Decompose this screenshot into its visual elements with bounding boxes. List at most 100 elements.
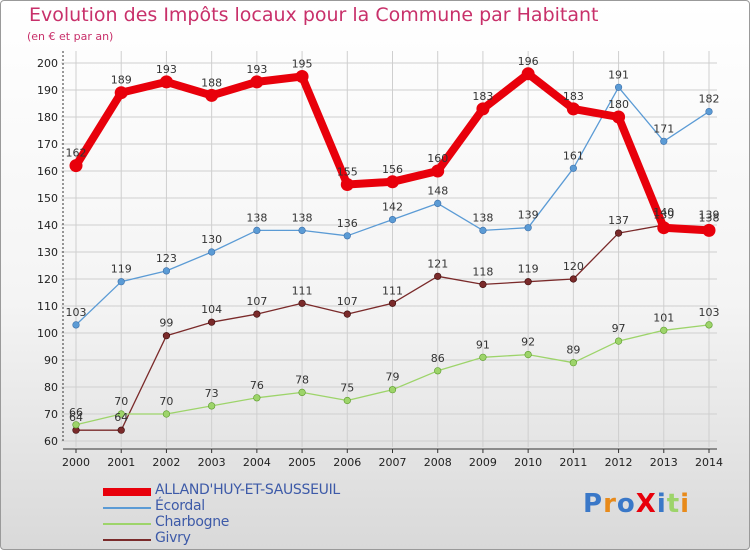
data-label: 104: [201, 303, 222, 316]
data-point: [117, 410, 125, 418]
data-label: 89: [566, 344, 580, 357]
data-label: 76: [250, 379, 264, 392]
data-point: [343, 310, 351, 318]
y-tick-label: 100: [37, 327, 58, 340]
data-point: [162, 332, 171, 340]
data-label: 139: [699, 209, 720, 222]
chart-title: Evolution des Impôts locaux pour la Comm…: [29, 4, 599, 26]
data-label: 119: [518, 263, 539, 276]
data-point: [612, 110, 626, 124]
logo-letter: i: [656, 489, 667, 519]
legend-swatch-alland: [103, 488, 151, 496]
data-point: [343, 396, 351, 405]
y-tick-label: 90: [44, 354, 58, 367]
data-label: 121: [427, 257, 448, 270]
data-label: 70: [114, 395, 128, 408]
data-point: [208, 402, 216, 410]
data-label: 123: [156, 252, 177, 265]
x-tick-label: 2002: [152, 456, 180, 469]
y-tick-label: 120: [37, 273, 58, 286]
data-point: [117, 278, 125, 286]
y-tick-label: 80: [44, 381, 58, 394]
data-label: 193: [156, 63, 177, 76]
data-label: 97: [612, 322, 626, 335]
logo-text: ProXiti: [583, 489, 690, 519]
data-point: [614, 229, 623, 237]
data-point: [476, 102, 490, 116]
legend-label: Écordal: [155, 498, 205, 514]
data-label: 142: [382, 201, 403, 214]
y-tick-label: 60: [44, 435, 58, 448]
logo-letter: r: [603, 489, 617, 519]
x-tick-label: 2000: [62, 456, 90, 469]
data-label: 137: [608, 214, 629, 227]
data-label: 183: [472, 90, 493, 103]
data-point: [434, 199, 442, 207]
data-label: 101: [653, 311, 674, 324]
x-tick-label: 2009: [469, 456, 497, 469]
y-tick-label: 180: [37, 111, 58, 124]
data-point: [340, 178, 354, 191]
data-point: [69, 159, 83, 173]
data-labels: 162 189 193 188 193 195 155 156 160 183 196 183 180 1…: [66, 55, 720, 424]
legend-label: Givry: [155, 530, 191, 546]
data-point: [253, 394, 261, 402]
series-group: [69, 67, 716, 434]
data-point: [72, 421, 80, 429]
data-point: [250, 75, 264, 89]
data-label: 99: [159, 317, 173, 330]
data-point: [705, 107, 713, 116]
data-point: [208, 318, 216, 326]
y-tick-label: 170: [37, 138, 58, 151]
logo-letter: o: [616, 489, 636, 519]
data-label: 120: [563, 260, 584, 273]
data-label: 196: [518, 55, 539, 68]
x-tick-label: 2006: [333, 456, 361, 469]
data-point: [705, 321, 713, 329]
data-point: [660, 326, 668, 334]
x-tick-label: 2010: [514, 456, 542, 469]
data-point: [205, 88, 219, 102]
data-point: [388, 386, 397, 394]
data-point: [431, 164, 445, 178]
y-tick-label: 70: [44, 408, 58, 421]
proxiti-logo: ProXiti: [583, 489, 690, 519]
data-label: 136: [337, 217, 358, 230]
data-label: 92: [521, 336, 535, 349]
y-tick-label: 160: [37, 165, 58, 178]
data-point: [614, 83, 623, 91]
data-point: [521, 67, 535, 81]
data-point: [162, 410, 171, 418]
data-label: 148: [427, 184, 448, 197]
x-tick-label: 2001: [107, 456, 135, 469]
logo-letter: X: [635, 489, 657, 519]
data-label: 139: [653, 209, 674, 222]
legend-swatch-givry: [103, 539, 151, 541]
x-tick-label: 2012: [605, 456, 633, 469]
data-point: [208, 248, 216, 256]
data-label: 107: [246, 295, 267, 308]
data-label: 171: [653, 122, 674, 135]
data-label: 91: [476, 338, 490, 351]
data-point: [162, 267, 171, 275]
data-label: 155: [337, 166, 358, 179]
data-label: 64: [114, 411, 128, 424]
y-tick-label: 150: [37, 192, 58, 205]
legend-label: ALLAND'HUY-ET-SAUSSEUIL: [155, 482, 340, 498]
data-label: 161: [563, 149, 584, 162]
data-label: 78: [295, 373, 309, 386]
data-label: 73: [205, 387, 219, 400]
data-label: 138: [246, 211, 267, 224]
data-point: [386, 175, 399, 189]
data-label: 195: [292, 58, 313, 71]
data-point: [524, 278, 532, 286]
logo-letter: P: [583, 489, 604, 519]
legend-swatch-ecordal: [103, 507, 151, 509]
y-tick-label: 110: [37, 300, 58, 313]
grid: [61, 51, 717, 447]
data-point: [298, 226, 306, 234]
x-tick-label: 2008: [424, 456, 452, 469]
data-point: [114, 86, 128, 100]
y-tick-label: 200: [37, 57, 58, 70]
